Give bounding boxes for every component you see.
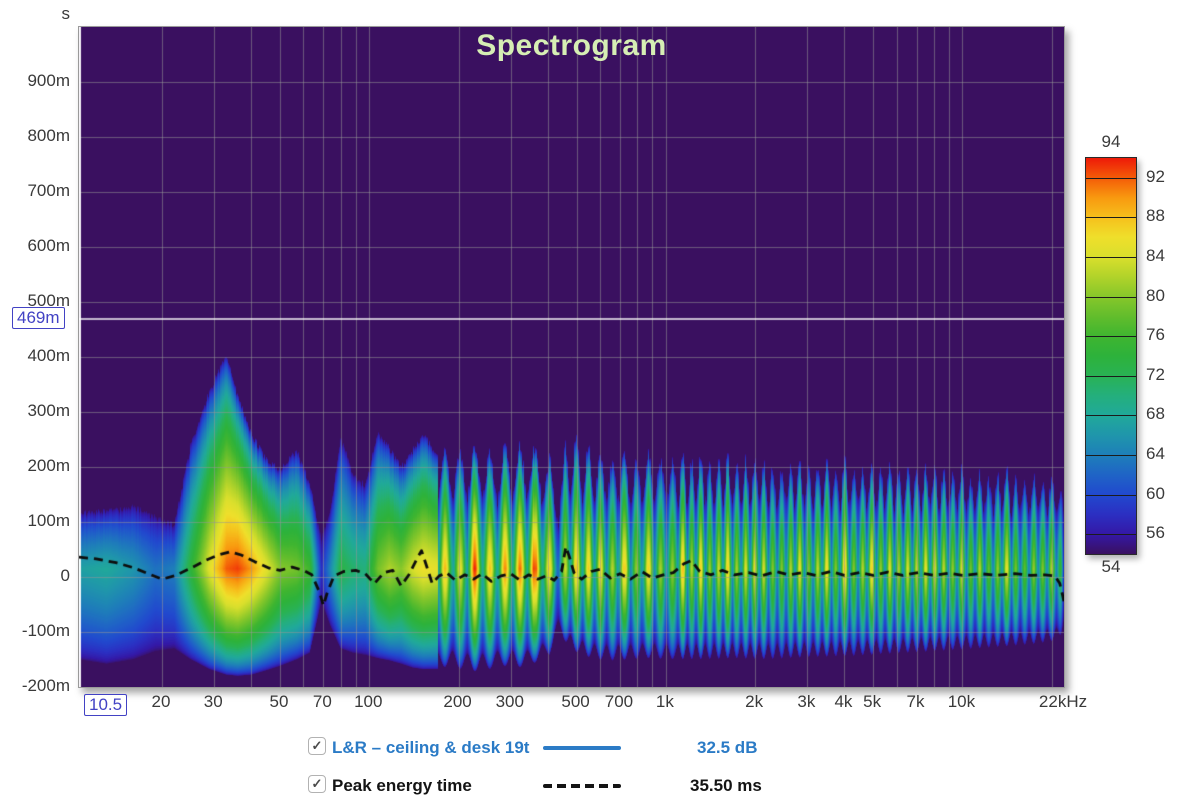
- colorbar-tick-label: 56: [1146, 523, 1165, 543]
- x-tick-label: 2k: [745, 692, 764, 711]
- colorbar-tick-label: 92: [1146, 166, 1165, 186]
- y-tick-label: 0: [60, 566, 70, 585]
- legend-value-db: 32.5 dB: [697, 738, 758, 757]
- colorbar-tick-line: [1086, 257, 1136, 258]
- colorbar-tick-line: [1086, 494, 1136, 496]
- x-tick-label: 200: [443, 692, 472, 711]
- x-tick-label: 100: [354, 692, 383, 711]
- x-tick-label: 3k: [797, 692, 816, 711]
- x-tick-label: 30: [203, 692, 223, 711]
- y-tick-label: 200m: [27, 456, 70, 475]
- legend-line-sample-solid: [543, 746, 621, 750]
- y-tick-label: 100m: [27, 511, 70, 530]
- y-tick-label: 500m: [27, 291, 70, 310]
- x-tick-label: 22kHz: [1038, 692, 1088, 711]
- x-tick-label: 50: [269, 692, 289, 711]
- x-tick-label: 4k: [834, 692, 853, 711]
- time-cursor-readout: 469m: [12, 307, 65, 329]
- legend-line-sample-dashed: [543, 784, 621, 788]
- y-tick-label: 300m: [27, 401, 70, 420]
- y-tick-label: 700m: [27, 181, 70, 200]
- colorbar-tick-line: [1086, 296, 1136, 298]
- legend-label-peak-energy[interactable]: Peak energy time: [332, 776, 472, 795]
- y-tick-label: 600m: [27, 236, 70, 255]
- y-axis-unit-label: s: [61, 4, 71, 23]
- y-tick-label: 800m: [27, 126, 70, 145]
- y-tick-label: 900m: [27, 71, 70, 90]
- legend-checkbox-measurement[interactable]: ✓: [308, 737, 326, 755]
- colorbar-tick-label: 84: [1146, 246, 1165, 265]
- legend-label-measurement[interactable]: L&R – ceiling & desk 19t: [332, 738, 530, 757]
- legend-value-ms: 35.50 ms: [690, 776, 762, 795]
- colorbar-tick-line: [1086, 217, 1136, 219]
- x-tick-label: 1k: [655, 692, 674, 711]
- colorbar-tick-label: 76: [1146, 325, 1165, 345]
- plot-area[interactable]: Spectrogram: [78, 26, 1065, 688]
- x-tick-label: 300: [495, 692, 524, 711]
- colorbar-min-label: 54: [1101, 557, 1121, 576]
- colorbar-tick-line: [1086, 336, 1136, 338]
- x-tick-label: 500: [561, 692, 590, 711]
- colorbar-tick-label: 60: [1146, 483, 1165, 503]
- colorbar-tick-line: [1086, 177, 1136, 179]
- y-tick-label: -100m: [21, 621, 70, 640]
- x-tick-label: 7k: [906, 692, 925, 711]
- colorbar: [1085, 157, 1137, 555]
- y-tick-label: -200m: [21, 676, 70, 695]
- x-tick-label: 5k: [863, 692, 882, 711]
- colorbar-tick-line: [1086, 415, 1136, 417]
- colorbar-max-label: 94: [1101, 132, 1121, 151]
- x-tick-label: 20: [151, 692, 171, 711]
- colorbar-tick-line: [1086, 534, 1136, 536]
- x-tick-label: 700: [604, 692, 634, 711]
- colorbar-tick-label: 64: [1146, 444, 1165, 463]
- y-tick-label: 400m: [27, 346, 70, 365]
- x-tick-label: 10k: [947, 692, 976, 711]
- colorbar-tick-line: [1086, 455, 1136, 456]
- colorbar-tick-label: 68: [1146, 404, 1165, 424]
- legend-checkbox-peak-energy[interactable]: ✓: [308, 775, 326, 793]
- colorbar-tick-label: 72: [1146, 364, 1165, 384]
- colorbar-tick-label: 88: [1146, 206, 1165, 226]
- colorbar-tick-label: 80: [1146, 285, 1165, 305]
- spectrogram-canvas[interactable]: [79, 27, 1064, 687]
- x-tick-label: 70: [312, 692, 332, 711]
- colorbar-tick-line: [1086, 375, 1136, 377]
- freq-cursor-readout: 10.5: [84, 694, 128, 716]
